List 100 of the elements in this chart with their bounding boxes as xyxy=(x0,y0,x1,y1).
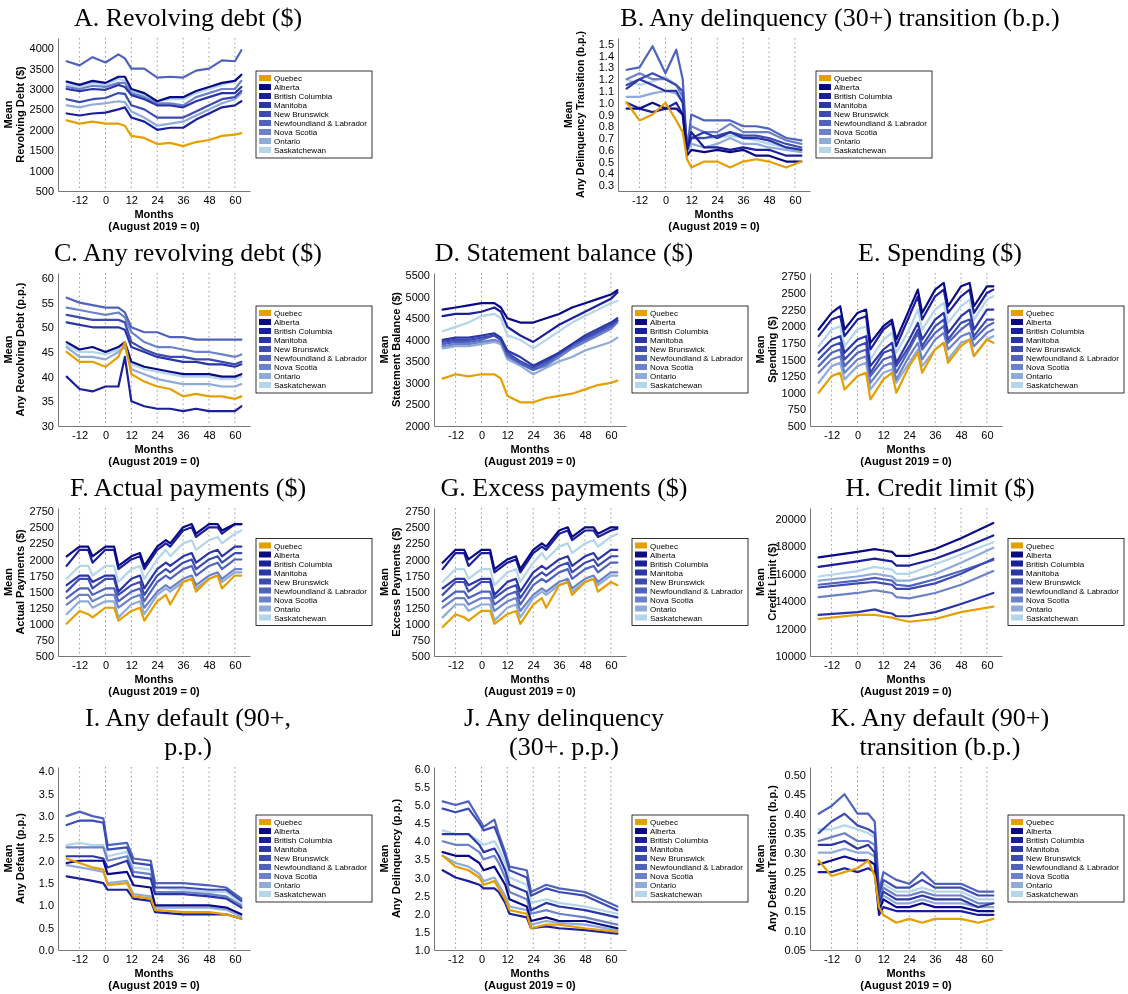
x-tick-label: 12 xyxy=(125,658,138,671)
y-tick-label: 2500 xyxy=(29,103,54,116)
y-tick-label: 4.5 xyxy=(414,817,430,830)
y-axis-title: Mean Actual Payments ($) xyxy=(2,529,26,635)
legend-label: Newfoundland & Labrador xyxy=(274,863,368,872)
legend-label: Newfoundland & Labrador xyxy=(274,354,368,363)
legend-label: New Brunswick xyxy=(1026,854,1082,863)
x-tick-label: 60 xyxy=(229,952,242,965)
chart-title: E. Spending ($) xyxy=(858,238,1022,267)
y-tick-label: 1500 xyxy=(29,144,54,157)
y-tick-label: 14000 xyxy=(775,595,806,608)
line-series xyxy=(441,336,619,376)
x-tick-label: 48 xyxy=(579,952,592,965)
y-tick-label: 1.5 xyxy=(38,877,54,890)
x-tick-label: 36 xyxy=(553,658,566,671)
line-series xyxy=(817,591,995,618)
y-axis-title: Mean Revolving Debt ($) xyxy=(2,65,26,163)
y-tick-label: 3.5 xyxy=(38,787,54,800)
legend-label: Nova Scotia xyxy=(274,128,318,137)
chart-title: G. Excess payments ($) xyxy=(440,473,688,502)
legend-label: Quebec xyxy=(650,818,679,827)
y-tick-label: 1.3 xyxy=(598,61,614,74)
legend-label: Alberta xyxy=(274,827,300,836)
y-axis-title: Mean Any Delinquency (p.p.) xyxy=(378,798,402,919)
y-tick-label: 1000 xyxy=(29,617,54,630)
y-tick-label: 0.15 xyxy=(784,905,806,918)
y-tick-label: 1500 xyxy=(781,353,806,366)
y-tick-label: 3.0 xyxy=(38,810,54,823)
line-series xyxy=(817,534,995,569)
line-series xyxy=(817,521,995,559)
legend-label: Nova Scotia xyxy=(650,872,694,881)
legend-label: British Columbia xyxy=(274,836,333,845)
y-tick-label: 0.50 xyxy=(784,768,806,781)
line-series xyxy=(65,529,243,584)
x-tick-label: 12 xyxy=(685,193,698,206)
y-tick-label: 750 xyxy=(35,633,54,646)
y-tick-label: 1.5 xyxy=(598,37,614,50)
y-tick-label: 0.40 xyxy=(784,807,806,820)
y-tick-label: 0.35 xyxy=(784,827,806,840)
legend-label: Quebec xyxy=(274,818,303,827)
x-axis-title: Months (August 2019 = 0) xyxy=(668,208,761,232)
legend-label: Ontario xyxy=(1026,881,1053,890)
line-series xyxy=(441,869,619,935)
y-axis-title: Mean Any Delinquency Transition (b.p.) xyxy=(562,31,586,198)
legend-label: Ontario xyxy=(650,372,677,381)
chart-title: H. Credit limit ($) xyxy=(845,473,1035,502)
y-axis-title: Mean Excess Payments ($) xyxy=(378,526,402,637)
x-tick-label: 0 xyxy=(854,952,862,965)
legend-label: Nova Scotia xyxy=(274,872,318,881)
x-tick-label: 36 xyxy=(553,952,566,965)
legend-label: Newfoundland & Labrador xyxy=(650,863,744,872)
legend-label: Alberta xyxy=(1026,827,1052,836)
x-tick-label: 48 xyxy=(955,952,968,965)
x-axis-title: Months (August 2019 = 0) xyxy=(484,967,577,991)
line-series xyxy=(65,574,243,625)
y-tick-label: 0.4 xyxy=(598,167,614,180)
legend-label: Alberta xyxy=(650,550,676,560)
y-tick-label: 2000 xyxy=(405,553,430,566)
x-tick-label: -12 xyxy=(72,428,89,441)
y-tick-label: 0.45 xyxy=(784,788,806,801)
line-series xyxy=(817,281,995,344)
y-tick-label: 2000 xyxy=(405,420,430,433)
y-tick-label: 4.0 xyxy=(38,765,54,778)
y-tick-label: 0.5 xyxy=(38,921,54,934)
legend-label: Quebec xyxy=(274,541,303,551)
legend-label: British Columbia xyxy=(1026,327,1085,336)
line-series xyxy=(817,793,995,893)
x-tick-label: 0 xyxy=(478,658,486,671)
legend-label: Nova Scotia xyxy=(1026,363,1070,372)
line-series xyxy=(817,859,995,924)
y-axis-title: Mean Any Default Transition (b.p.) xyxy=(754,784,778,932)
legend-label: New Brunswick xyxy=(1026,577,1082,587)
x-tick-label: 12 xyxy=(501,428,514,441)
y-tick-label: 2.0 xyxy=(414,907,430,920)
x-tick-label: 36 xyxy=(177,952,190,965)
y-tick-label: 1000 xyxy=(29,164,54,177)
y-tick-label: 12000 xyxy=(775,622,806,635)
y-tick-label: 2500 xyxy=(29,521,54,534)
line-series xyxy=(65,100,243,131)
chart-title: K. Any default (90+) transition (b.p.) xyxy=(830,703,1050,761)
legend-label: Newfoundland & Labrador xyxy=(834,119,928,128)
y-tick-label: 2500 xyxy=(405,521,430,534)
legend-label: British Columbia xyxy=(274,92,333,101)
legend-label: Alberta xyxy=(274,550,300,560)
legend-label: Saskatchewan xyxy=(274,890,327,899)
legend-label: Ontario xyxy=(274,881,301,890)
x-tick-label: 24 xyxy=(527,952,540,965)
legend-label: New Brunswick xyxy=(650,854,706,863)
x-tick-label: 12 xyxy=(501,952,514,965)
y-axis-title: Mean Any Default (p.p.) xyxy=(2,812,26,905)
x-tick-label: 48 xyxy=(203,952,216,965)
line-series xyxy=(65,855,243,909)
x-tick-label: -12 xyxy=(448,428,465,441)
x-axis-title: Months (August 2019 = 0) xyxy=(108,443,201,467)
y-tick-label: 0.5 xyxy=(598,155,614,168)
x-tick-label: 36 xyxy=(177,428,190,441)
legend-label: Manitoba xyxy=(1026,568,1060,578)
y-tick-label: 2.5 xyxy=(414,889,430,902)
y-tick-label: 10000 xyxy=(775,650,806,663)
legend-label: British Columbia xyxy=(1026,836,1085,845)
